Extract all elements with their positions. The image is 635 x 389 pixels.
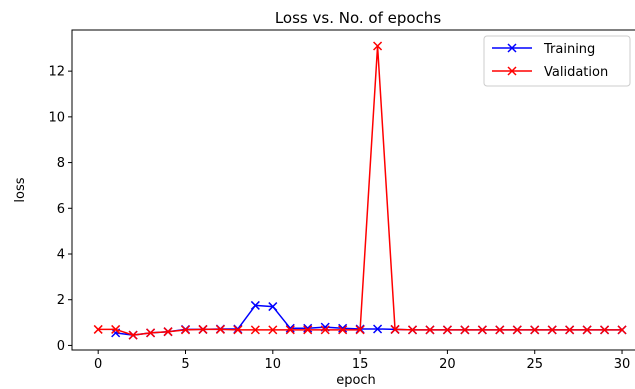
- data-point-validation: [373, 41, 383, 51]
- data-point-validation: [303, 325, 313, 335]
- data-point-validation: [582, 325, 592, 335]
- series-validation: [93, 41, 627, 340]
- legend: Training Validation: [483, 35, 631, 87]
- legend-label-validation: Validation: [544, 65, 608, 80]
- y-axis-label: loss: [13, 177, 28, 202]
- data-point-validation: [565, 325, 575, 335]
- y-tick-label: 12: [48, 65, 65, 80]
- data-point-validation: [425, 325, 435, 335]
- data-point-validation: [111, 324, 121, 334]
- data-point-validation: [215, 324, 225, 334]
- data-point-validation: [530, 325, 540, 335]
- x-axis-label: epoch: [336, 373, 376, 388]
- data-point-training: [285, 323, 295, 333]
- data-point-training: [303, 323, 313, 333]
- legend-marker-validation: [507, 66, 517, 76]
- data-point-validation: [407, 325, 418, 335]
- plot-area-frame: [71, 29, 635, 351]
- data-point-training: [250, 300, 260, 310]
- y-axis-ticks: 0 2 4 6 8 10 12: [48, 65, 72, 354]
- data-point-validation: [180, 325, 191, 335]
- data-point-validation: [390, 324, 400, 334]
- x-tick-label: 25: [526, 357, 543, 372]
- y-tick-label: 6: [57, 202, 65, 217]
- chart-title: Loss vs. No. of epochs: [275, 9, 441, 27]
- data-point-validation: [617, 325, 627, 335]
- data-point-validation: [233, 325, 243, 335]
- data-point-validation: [128, 330, 138, 340]
- data-point-validation: [477, 325, 487, 335]
- data-point-validation: [460, 325, 470, 335]
- data-point-validation: [285, 325, 295, 335]
- y-tick-label: 8: [57, 156, 65, 171]
- data-point-validation: [250, 325, 260, 335]
- data-point-validation: [320, 325, 330, 335]
- data-point-training: [268, 302, 278, 312]
- data-point-validation: [146, 328, 156, 338]
- x-tick-label: 10: [265, 357, 282, 372]
- data-point-validation: [547, 325, 557, 335]
- x-tick-label: 15: [352, 357, 369, 372]
- data-point-validation: [338, 325, 348, 335]
- legend-marker-training: [507, 43, 517, 53]
- data-point-training: [338, 323, 348, 333]
- plot-content: [93, 41, 627, 340]
- data-point-validation: [512, 325, 522, 335]
- x-tick-label: 5: [181, 357, 189, 372]
- data-point-validation: [355, 325, 365, 335]
- data-point-validation: [163, 327, 173, 337]
- y-tick-label: 2: [57, 293, 65, 308]
- legend-handle-validation: [492, 66, 532, 76]
- data-point-validation: [268, 325, 278, 335]
- data-point-validation: [495, 325, 505, 335]
- data-point-validation: [600, 325, 610, 335]
- y-tick-label: 10: [48, 110, 65, 125]
- x-tick-label: 0: [94, 357, 102, 372]
- legend-label-training: Training: [543, 42, 595, 57]
- data-point-validation: [198, 324, 208, 334]
- x-tick-label: 20: [439, 357, 456, 372]
- data-point-validation: [93, 324, 103, 334]
- x-axis-ticks: 0 5 10 15 20 25 30: [94, 350, 630, 372]
- legend-entries: [492, 43, 532, 76]
- data-point-validation: [442, 325, 452, 335]
- legend-handle-training: [492, 43, 532, 53]
- y-tick-label: 0: [57, 339, 65, 354]
- y-tick-label: 4: [57, 248, 65, 263]
- x-tick-label: 30: [614, 357, 631, 372]
- data-point-training: [373, 324, 383, 334]
